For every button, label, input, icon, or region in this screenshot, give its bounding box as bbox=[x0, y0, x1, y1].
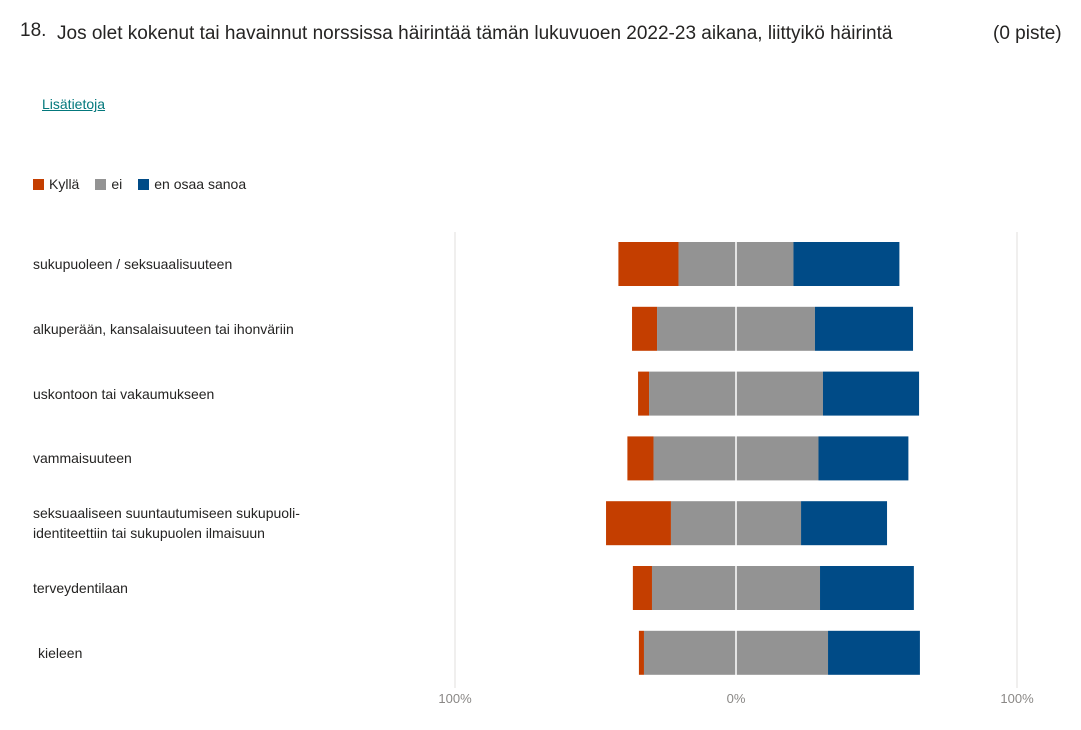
bar-kylla bbox=[618, 242, 679, 286]
bar-kylla bbox=[632, 566, 652, 610]
more-details-link[interactable]: Lisätietoja bbox=[42, 96, 106, 112]
x-tick-label: 100% bbox=[438, 691, 472, 706]
legend-swatch bbox=[138, 178, 150, 190]
legend-item-eos[interactable]: en osaa sanoa bbox=[138, 176, 246, 192]
bar-en-osaa-sanoa bbox=[822, 371, 920, 416]
bar-en-osaa-sanoa bbox=[820, 566, 914, 610]
legend-swatch bbox=[33, 178, 44, 190]
legend-item-kylla[interactable]: Kyllä bbox=[33, 176, 79, 192]
category-label: sukupuoleen / seksuaalisuuteen bbox=[33, 256, 233, 272]
chart-legend: Kyllä ei en osaa sanoa bbox=[33, 176, 246, 192]
legend-label: en osaa sanoa bbox=[154, 176, 247, 192]
bar-kylla bbox=[638, 371, 650, 416]
bar-en-osaa-sanoa bbox=[814, 306, 914, 351]
question-title: Jos olet kokenut tai havainnut norssissa… bbox=[57, 23, 893, 44]
bar-en-osaa-sanoa bbox=[828, 630, 920, 675]
legend-swatch bbox=[95, 178, 107, 190]
category-label: terveydentilaan bbox=[33, 580, 128, 596]
bar-kylla bbox=[632, 306, 658, 351]
legend-label: Kyllä bbox=[49, 176, 80, 192]
bar-kylla bbox=[627, 436, 654, 481]
bar-en-osaa-sanoa bbox=[801, 501, 888, 546]
x-tick-label: 0% bbox=[727, 691, 746, 706]
bar-kylla bbox=[606, 501, 671, 546]
bar-en-osaa-sanoa bbox=[793, 242, 900, 286]
question-points: (0 piste) bbox=[993, 23, 1062, 44]
category-label: uskontoon tai vakaumukseen bbox=[33, 385, 215, 402]
category-label: vammaisuuteen bbox=[33, 450, 132, 467]
legend-item-ei[interactable]: ei bbox=[95, 176, 122, 192]
category-label: kieleen bbox=[38, 644, 83, 661]
category-label: seksuaaliseen suuntautumiseen sukupuoli-… bbox=[33, 505, 300, 542]
category-label: alkuperään, kansalaisuuteen tai ihonväri… bbox=[33, 320, 294, 337]
x-tick-label: 100% bbox=[1000, 691, 1034, 706]
legend-label: ei bbox=[111, 176, 123, 192]
bar-en-osaa-sanoa bbox=[818, 436, 909, 481]
question-number: 18. bbox=[20, 20, 47, 41]
bar-kylla bbox=[638, 630, 644, 675]
